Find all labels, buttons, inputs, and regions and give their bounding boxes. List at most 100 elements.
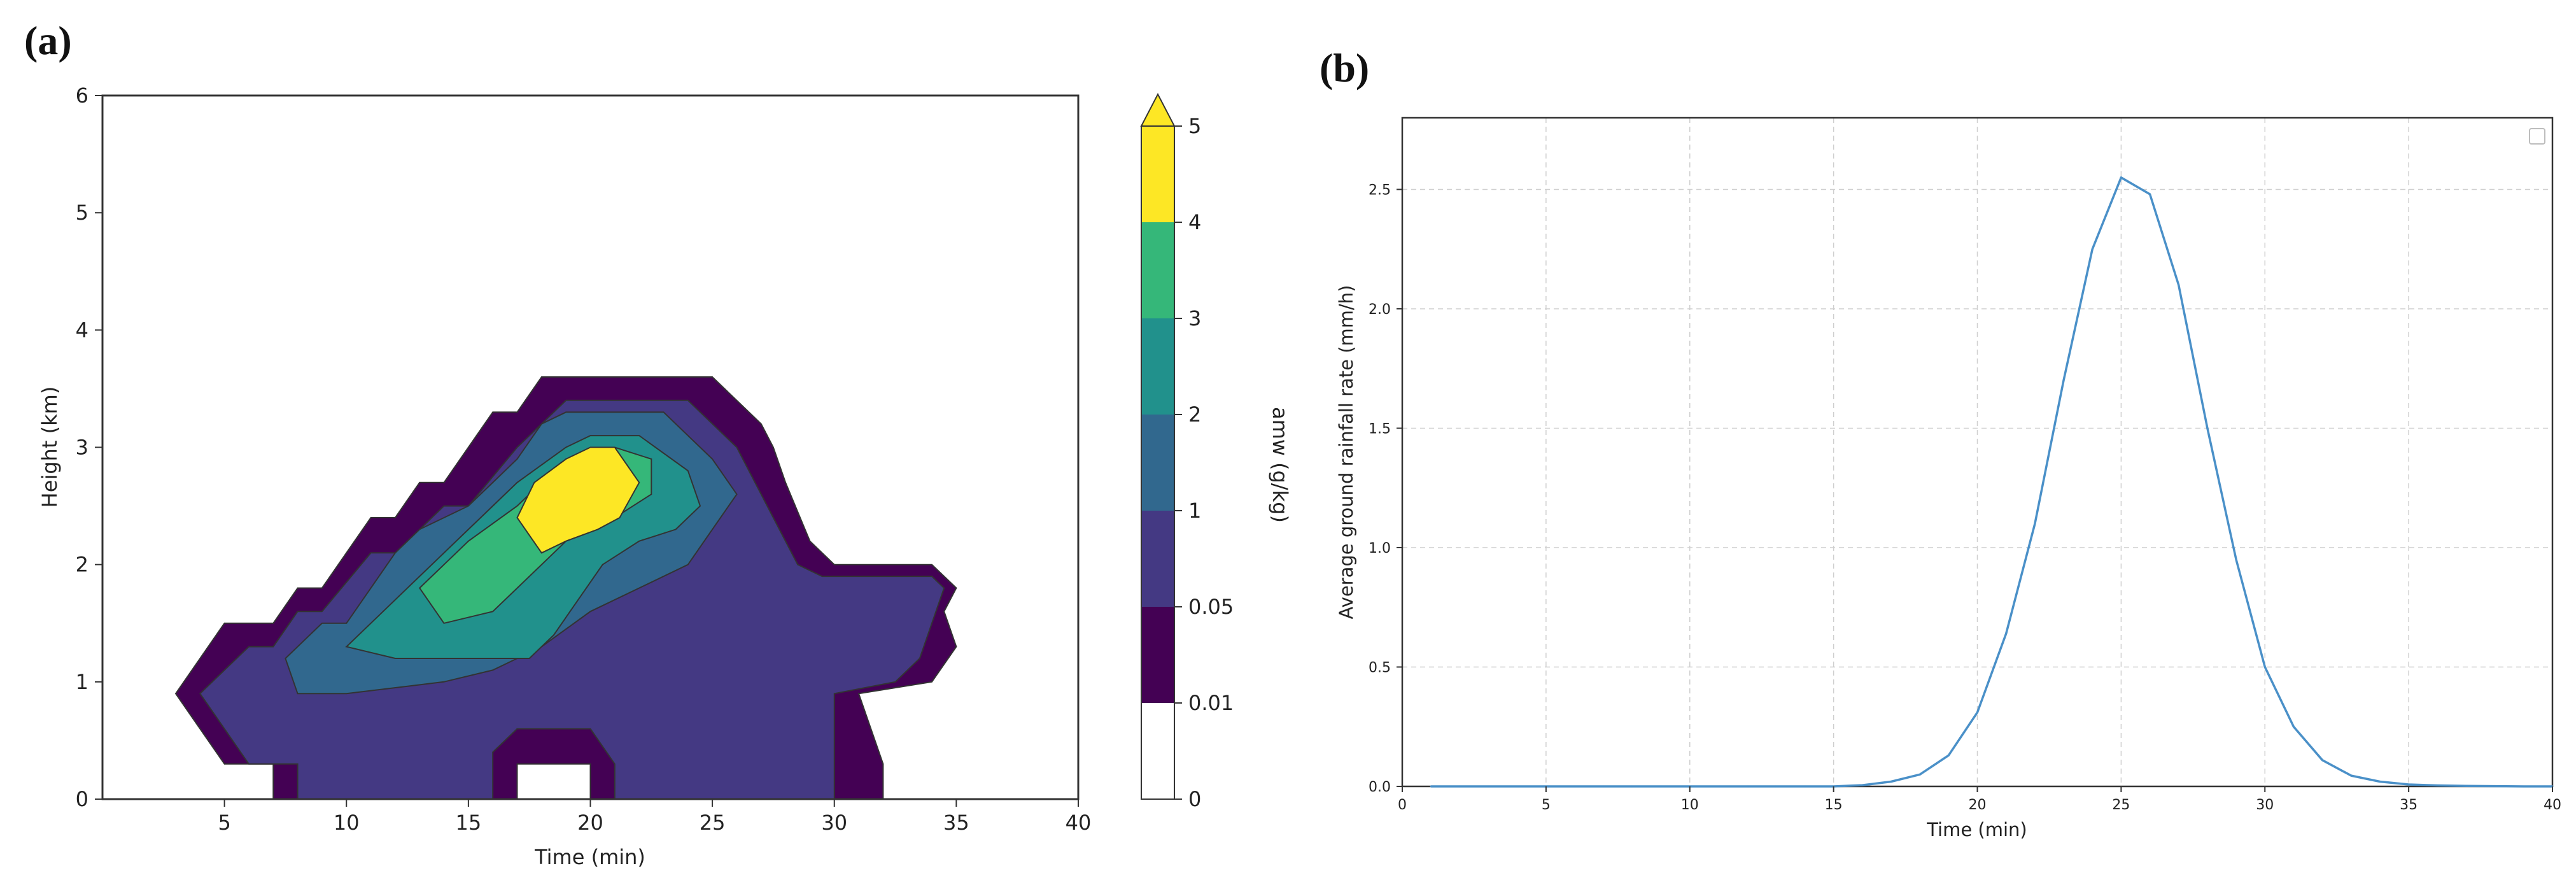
x-axis-label-b: Time (min): [1926, 819, 2027, 841]
data-point: [2120, 176, 2122, 179]
data-point: [1947, 754, 1950, 756]
y-tick-label-b: 2.5: [1369, 183, 1391, 199]
contour-regions: [174, 376, 957, 800]
y-tick-label-b: 2.0: [1369, 302, 1391, 318]
data-point: [2005, 632, 2008, 635]
x-tick-label-a: 40: [1066, 811, 1092, 835]
data-point: [2494, 785, 2496, 788]
x-tick-label-b: 30: [2256, 797, 2274, 813]
data-point: [1602, 785, 1605, 788]
legend-box: [2529, 128, 2545, 145]
data-point: [1660, 785, 1663, 788]
x-tick-label-a: 5: [218, 811, 230, 835]
contour-region-6: [516, 763, 591, 800]
data-point: [1861, 784, 1864, 786]
series-line-0: [1431, 176, 2552, 788]
x-tick-label-a: 30: [821, 811, 847, 835]
x-axis-ticks-a: 5 10 15 20 25 30 35 40: [218, 799, 1091, 835]
x-tick-label-a: 25: [700, 811, 726, 835]
line-series: [1430, 176, 2554, 788]
colorbar-frame: [1141, 125, 1175, 800]
y-tick-label-b: 0.5: [1369, 660, 1391, 676]
panel-a-label: (a): [24, 18, 72, 63]
x-tick-label-a: 20: [577, 811, 603, 835]
data-point: [1976, 711, 1978, 714]
colorbar-tick-label: 0: [1188, 787, 1201, 811]
x-axis-label-a: Time (min): [534, 845, 645, 869]
data-point: [1746, 785, 1749, 788]
y-tick-label-b: 0.0: [1369, 779, 1391, 795]
data-point: [2206, 427, 2209, 429]
y-tick-label-a: 3: [76, 436, 88, 460]
colorbar-segment: [1141, 703, 1174, 799]
data-point: [2465, 784, 2467, 787]
x-tick-label-a: 35: [943, 811, 969, 835]
data-point: [1516, 785, 1519, 788]
colorbar-segment: [1141, 607, 1174, 703]
data-point: [2321, 759, 2324, 762]
data-point: [1430, 785, 1432, 788]
data-point: [1775, 785, 1777, 788]
colorbar-segment: [1141, 318, 1174, 415]
x-tick-label-b: 5: [1542, 797, 1551, 813]
colorbar-label: amw (g/kg): [1268, 407, 1292, 523]
data-point: [1717, 785, 1720, 788]
panel-b-label: (b): [1320, 45, 1369, 90]
data-point: [2091, 248, 2094, 250]
data-point: [2034, 523, 2036, 525]
data-point: [2523, 785, 2525, 788]
colorbar-extend-arrow: [1140, 92, 1176, 127]
x-tick-label-b: 25: [2112, 797, 2130, 813]
data-point: [2407, 783, 2410, 786]
y-tick-label-b: 1.5: [1369, 422, 1391, 437]
x-tick-label-a: 15: [456, 811, 482, 835]
y-tick-label-a: 0: [76, 787, 88, 811]
colorbar-tick-label: 0.05: [1188, 595, 1234, 619]
data-point: [1918, 773, 1921, 776]
y-axis-ticks-b: 0.0 0.5 1.0 1.5 2.0 2.5: [1369, 183, 1402, 795]
data-point: [1631, 785, 1633, 788]
x-tick-label-b: 35: [2400, 797, 2418, 813]
data-point: [2062, 380, 2065, 381]
colorbar-segment: [1141, 511, 1174, 607]
data-point: [1890, 781, 1892, 783]
y-axis-label-a: Height (km): [38, 387, 62, 508]
y-tick-label-a: 2: [76, 553, 88, 577]
x-axis-ticks-b: 0 5 10 15 20 25 30 35 40: [1398, 786, 2561, 813]
x-tick-label-b: 15: [1825, 797, 1843, 813]
colorbar-segment: [1141, 222, 1174, 318]
data-point: [1458, 785, 1461, 788]
data-point: [2350, 774, 2353, 777]
colorbar-tick-label: 0.01: [1188, 691, 1234, 715]
line-plot-b: 0 5 10 15 20 25 30 35 40 0.0 0.5 1.0 1.5 2.0 2.5 Time…: [1335, 117, 2561, 841]
data-point: [1488, 785, 1490, 788]
colorbar-tick-label: 1: [1188, 499, 1201, 523]
contour-region-5: [516, 446, 640, 554]
colorbar-tick-label: 4: [1188, 210, 1201, 234]
colorbar-tick-label: 2: [1188, 402, 1201, 427]
grid-b: [1402, 118, 2553, 787]
colorbar-segment: [1141, 126, 1174, 222]
y-tick-label-a: 1: [76, 670, 88, 694]
y-tick-label-a: 4: [76, 318, 88, 342]
colorbar-tick-label: 5: [1188, 114, 1201, 138]
y-tick-label-a: 5: [76, 201, 88, 225]
data-point: [2379, 781, 2381, 783]
x-tick-label-b: 10: [1681, 797, 1699, 813]
colorbar-tick-label: 3: [1188, 306, 1201, 330]
data-point: [2178, 284, 2180, 286]
x-tick-label-a: 10: [334, 811, 360, 835]
data-point: [1803, 785, 1806, 788]
data-point: [2263, 666, 2266, 668]
data-point: [2436, 784, 2439, 786]
x-tick-label-b: 0: [1398, 797, 1407, 813]
y-axis-label-b: Average ground rainfall rate (mm/h): [1335, 285, 1357, 620]
colorbar-segment: [1141, 415, 1174, 511]
data-point: [2292, 725, 2295, 728]
x-tick-label-b: 20: [1969, 797, 1987, 813]
data-point: [2149, 193, 2151, 195]
colorbar: 0 0.01 0.05 1 2 3 4 5: [1140, 92, 1234, 811]
y-tick-label-a: 6: [76, 83, 88, 108]
